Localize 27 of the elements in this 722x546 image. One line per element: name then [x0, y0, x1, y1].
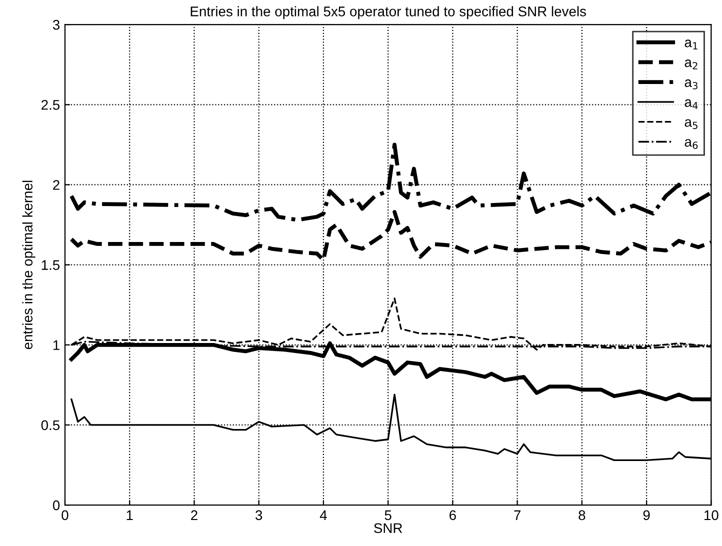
- y-axis-title: entries in the optimal kernel: [22, 180, 36, 350]
- y-tick-label: 1.5: [42, 260, 60, 270]
- x-tick-label: 1: [126, 510, 133, 520]
- x-tick-label: 2: [191, 510, 198, 520]
- y-tick-label: 0: [52, 500, 60, 510]
- x-tick-label: 5: [384, 510, 392, 520]
- x-tick-label: 0: [62, 510, 68, 520]
- x-tick-label: 3: [256, 510, 262, 520]
- legend-label: a$_{6}$: [684, 139, 698, 149]
- chart-title: Entries in the optimal 5x5 operator tuned to specified SNR levels: [190, 6, 586, 20]
- x-axis-title: SNR: [374, 523, 402, 534]
- legend-label: a$_{4}$: [684, 99, 698, 110]
- x-tick-label: 7: [514, 510, 520, 520]
- x-tick-label: 4: [320, 510, 327, 520]
- y-tick-label: 2.5: [42, 100, 60, 110]
- legend-label: a$_{5}$: [684, 119, 698, 130]
- x-tick-label: 8: [578, 510, 586, 520]
- y-tick-label: 1: [53, 340, 60, 350]
- legend-label: a$_{2}$: [684, 60, 698, 70]
- x-tick-label: 6: [450, 510, 456, 520]
- legend-label: a$_{3}$: [684, 79, 698, 90]
- legend-label: a$_{1}$: [684, 40, 698, 50]
- y-tick-label: 0.5: [41, 420, 60, 430]
- x-tick-label: 10: [704, 510, 718, 520]
- x-tick-label: 9: [643, 510, 650, 520]
- y-tick-label: 2: [53, 180, 60, 190]
- y-tick-label: 3: [52, 20, 60, 30]
